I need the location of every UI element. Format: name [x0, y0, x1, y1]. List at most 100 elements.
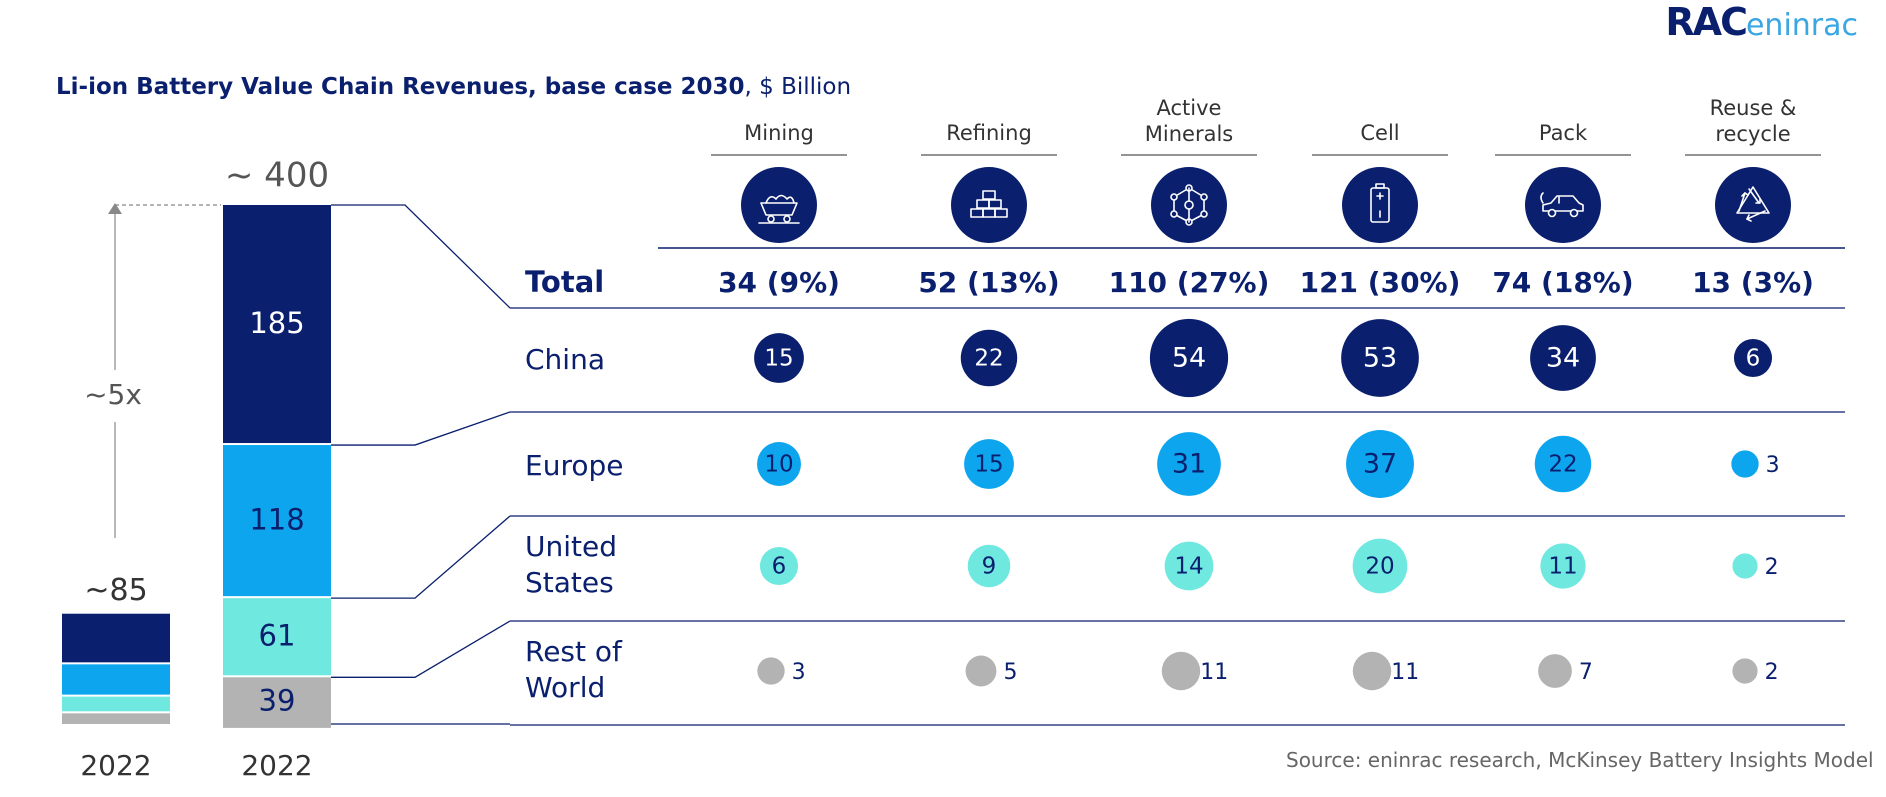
molecule-icon-part [1170, 210, 1178, 218]
bubble-value-china-reuse-recycle: 6 [1746, 346, 1761, 372]
total-active-minerals: 110 (27%) [1109, 266, 1270, 299]
bubble-value-rest-of-world-mining: 3 [792, 660, 806, 685]
bubble-europe-mining [757, 442, 801, 486]
connector-total [331, 204, 511, 309]
bubble-europe-cell [1346, 430, 1414, 498]
bubble-value-rest-of-world-refining: 5 [1003, 660, 1017, 685]
small-bar-total-label: ~85 [84, 573, 147, 608]
bubble-value-china-pack: 34 [1546, 343, 1580, 374]
header-icon-circle [1525, 167, 1601, 243]
small-bar-year-label: 2022 [80, 749, 151, 782]
bubble-value-europe-reuse-recycle: 3 [1766, 453, 1780, 478]
mining-cart-icon-part [760, 202, 798, 216]
bubble-value-europe-active-minerals: 31 [1172, 449, 1206, 480]
mining-cart-icon-part [767, 215, 775, 223]
big-bar-segment-united-states [223, 598, 331, 676]
big-bar-value-rest-of-world: 39 [259, 684, 296, 718]
header-icon-circle [1715, 167, 1791, 243]
bubble-united-states-mining [759, 546, 799, 586]
bubble-value-china-refining: 22 [974, 346, 1003, 372]
chart-title-bold: Li-ion Battery Value Chain Revenues, bas… [56, 74, 745, 100]
bubble-rest-of-world-pack [1538, 654, 1572, 688]
connector-europe [331, 411, 511, 446]
bubble-value-china-mining: 15 [764, 346, 793, 372]
total-mining: 34 (9%) [718, 266, 840, 299]
bubble-value-united-states-mining: 6 [772, 554, 787, 580]
bubble-europe-reuse-recycle [1731, 450, 1759, 478]
big-bar-segment-rest-of-world [223, 677, 331, 728]
chart-title: Li-ion Battery Value Chain Revenues, bas… [56, 74, 851, 100]
bubble-china-active-minerals [1149, 318, 1229, 398]
molecule-icon-part [1200, 210, 1208, 218]
electric-car-icon-part [1542, 195, 1584, 212]
bubble-value-rest-of-world-pack: 7 [1579, 660, 1593, 685]
mining-cart-icon-part [783, 215, 791, 223]
big-bar-value-europe: 118 [249, 503, 304, 537]
bubble-value-europe-pack: 22 [1548, 452, 1577, 478]
header-reuse-recycle-line1: Reuse & [1710, 96, 1797, 120]
header-icon-circle [1342, 167, 1418, 243]
header-cell: Cell [1360, 121, 1399, 145]
bubble-value-europe-cell: 37 [1363, 449, 1397, 480]
total-row-label: Total [525, 265, 604, 299]
recycle-icon-part [1736, 186, 1770, 214]
molecule-icon-part [1200, 193, 1208, 201]
bubble-value-united-states-pack: 11 [1548, 554, 1577, 580]
bubble-value-united-states-active-minerals: 14 [1174, 554, 1203, 580]
battery-icon [1370, 183, 1390, 223]
logo-rac: RAC [1665, 0, 1748, 44]
big-bar-total-label: ~ 400 [225, 156, 329, 196]
bubble-china-pack [1530, 325, 1596, 391]
small-bar-segment-europe [62, 664, 170, 695]
row-label-rest-of-world-line1: Rest of [525, 635, 623, 668]
bubble-rest-of-world-refining [965, 655, 997, 687]
bubble-europe-active-minerals [1157, 432, 1221, 496]
bubble-value-china-active-minerals: 54 [1172, 343, 1206, 374]
gold-bars-icon-part [994, 208, 1008, 218]
row-label-united-states-line2: States [525, 566, 614, 599]
header-refining: Refining [946, 121, 1032, 145]
big-bar-value-china: 185 [249, 306, 304, 340]
bubble-value-united-states-refining: 9 [982, 554, 997, 580]
recycle-icon-part [1741, 192, 1749, 197]
bubble-china-mining [754, 333, 804, 383]
bubble-china-reuse-recycle [1733, 338, 1773, 378]
growth-label: ~5x [84, 378, 142, 411]
bubble-china-refining [960, 329, 1018, 387]
bubble-value-rest-of-world-cell: 11 [1391, 660, 1419, 685]
big-bar-value-united-states: 61 [259, 619, 296, 653]
mining-cart-icon-part [765, 194, 795, 204]
chart-title-unit: , $ Billion [744, 74, 852, 100]
total-cell: 121 (30%) [1300, 266, 1461, 299]
bubble-europe-refining [964, 439, 1014, 489]
header-icon-circle [1151, 167, 1227, 243]
bubble-rest-of-world-active-minerals [1161, 651, 1201, 691]
brand-logo: RACeninrac [1665, 0, 1858, 44]
total-pack: 74 (18%) [1492, 266, 1633, 299]
bubble-united-states-refining [967, 544, 1011, 588]
bubble-rest-of-world-cell [1352, 651, 1392, 691]
battery-icon-part [1375, 183, 1385, 189]
small-bar-segment-united-states [62, 696, 170, 712]
gold-bars-icon-part [982, 190, 996, 200]
mining-cart-icon [758, 194, 800, 224]
bubble-value-rest-of-world-reuse-recycle: 2 [1765, 660, 1779, 685]
molecule-icon-part [1170, 193, 1178, 201]
row-label-china: China [525, 343, 605, 376]
logo-eninrac: eninrac [1745, 8, 1858, 43]
electric-car-icon-part [1547, 208, 1557, 218]
electric-car-icon-part [1540, 192, 1544, 204]
small-bar-segment-rest-of-world [62, 713, 170, 724]
recycle-icon [1736, 186, 1770, 222]
big-bar-year-label: 2022 [241, 749, 312, 782]
header-icon-circle [741, 167, 817, 243]
total-refining: 52 (13%) [918, 266, 1059, 299]
bubble-united-states-pack [1540, 543, 1586, 589]
bubble-united-states-reuse-recycle [1732, 553, 1758, 579]
bubble-rest-of-world-mining [757, 657, 785, 685]
small-bar-segment-china [62, 613, 170, 663]
bubble-rest-of-world-reuse-recycle [1732, 658, 1758, 684]
connector-united-states [331, 515, 511, 599]
row-label-europe: Europe [525, 449, 623, 482]
